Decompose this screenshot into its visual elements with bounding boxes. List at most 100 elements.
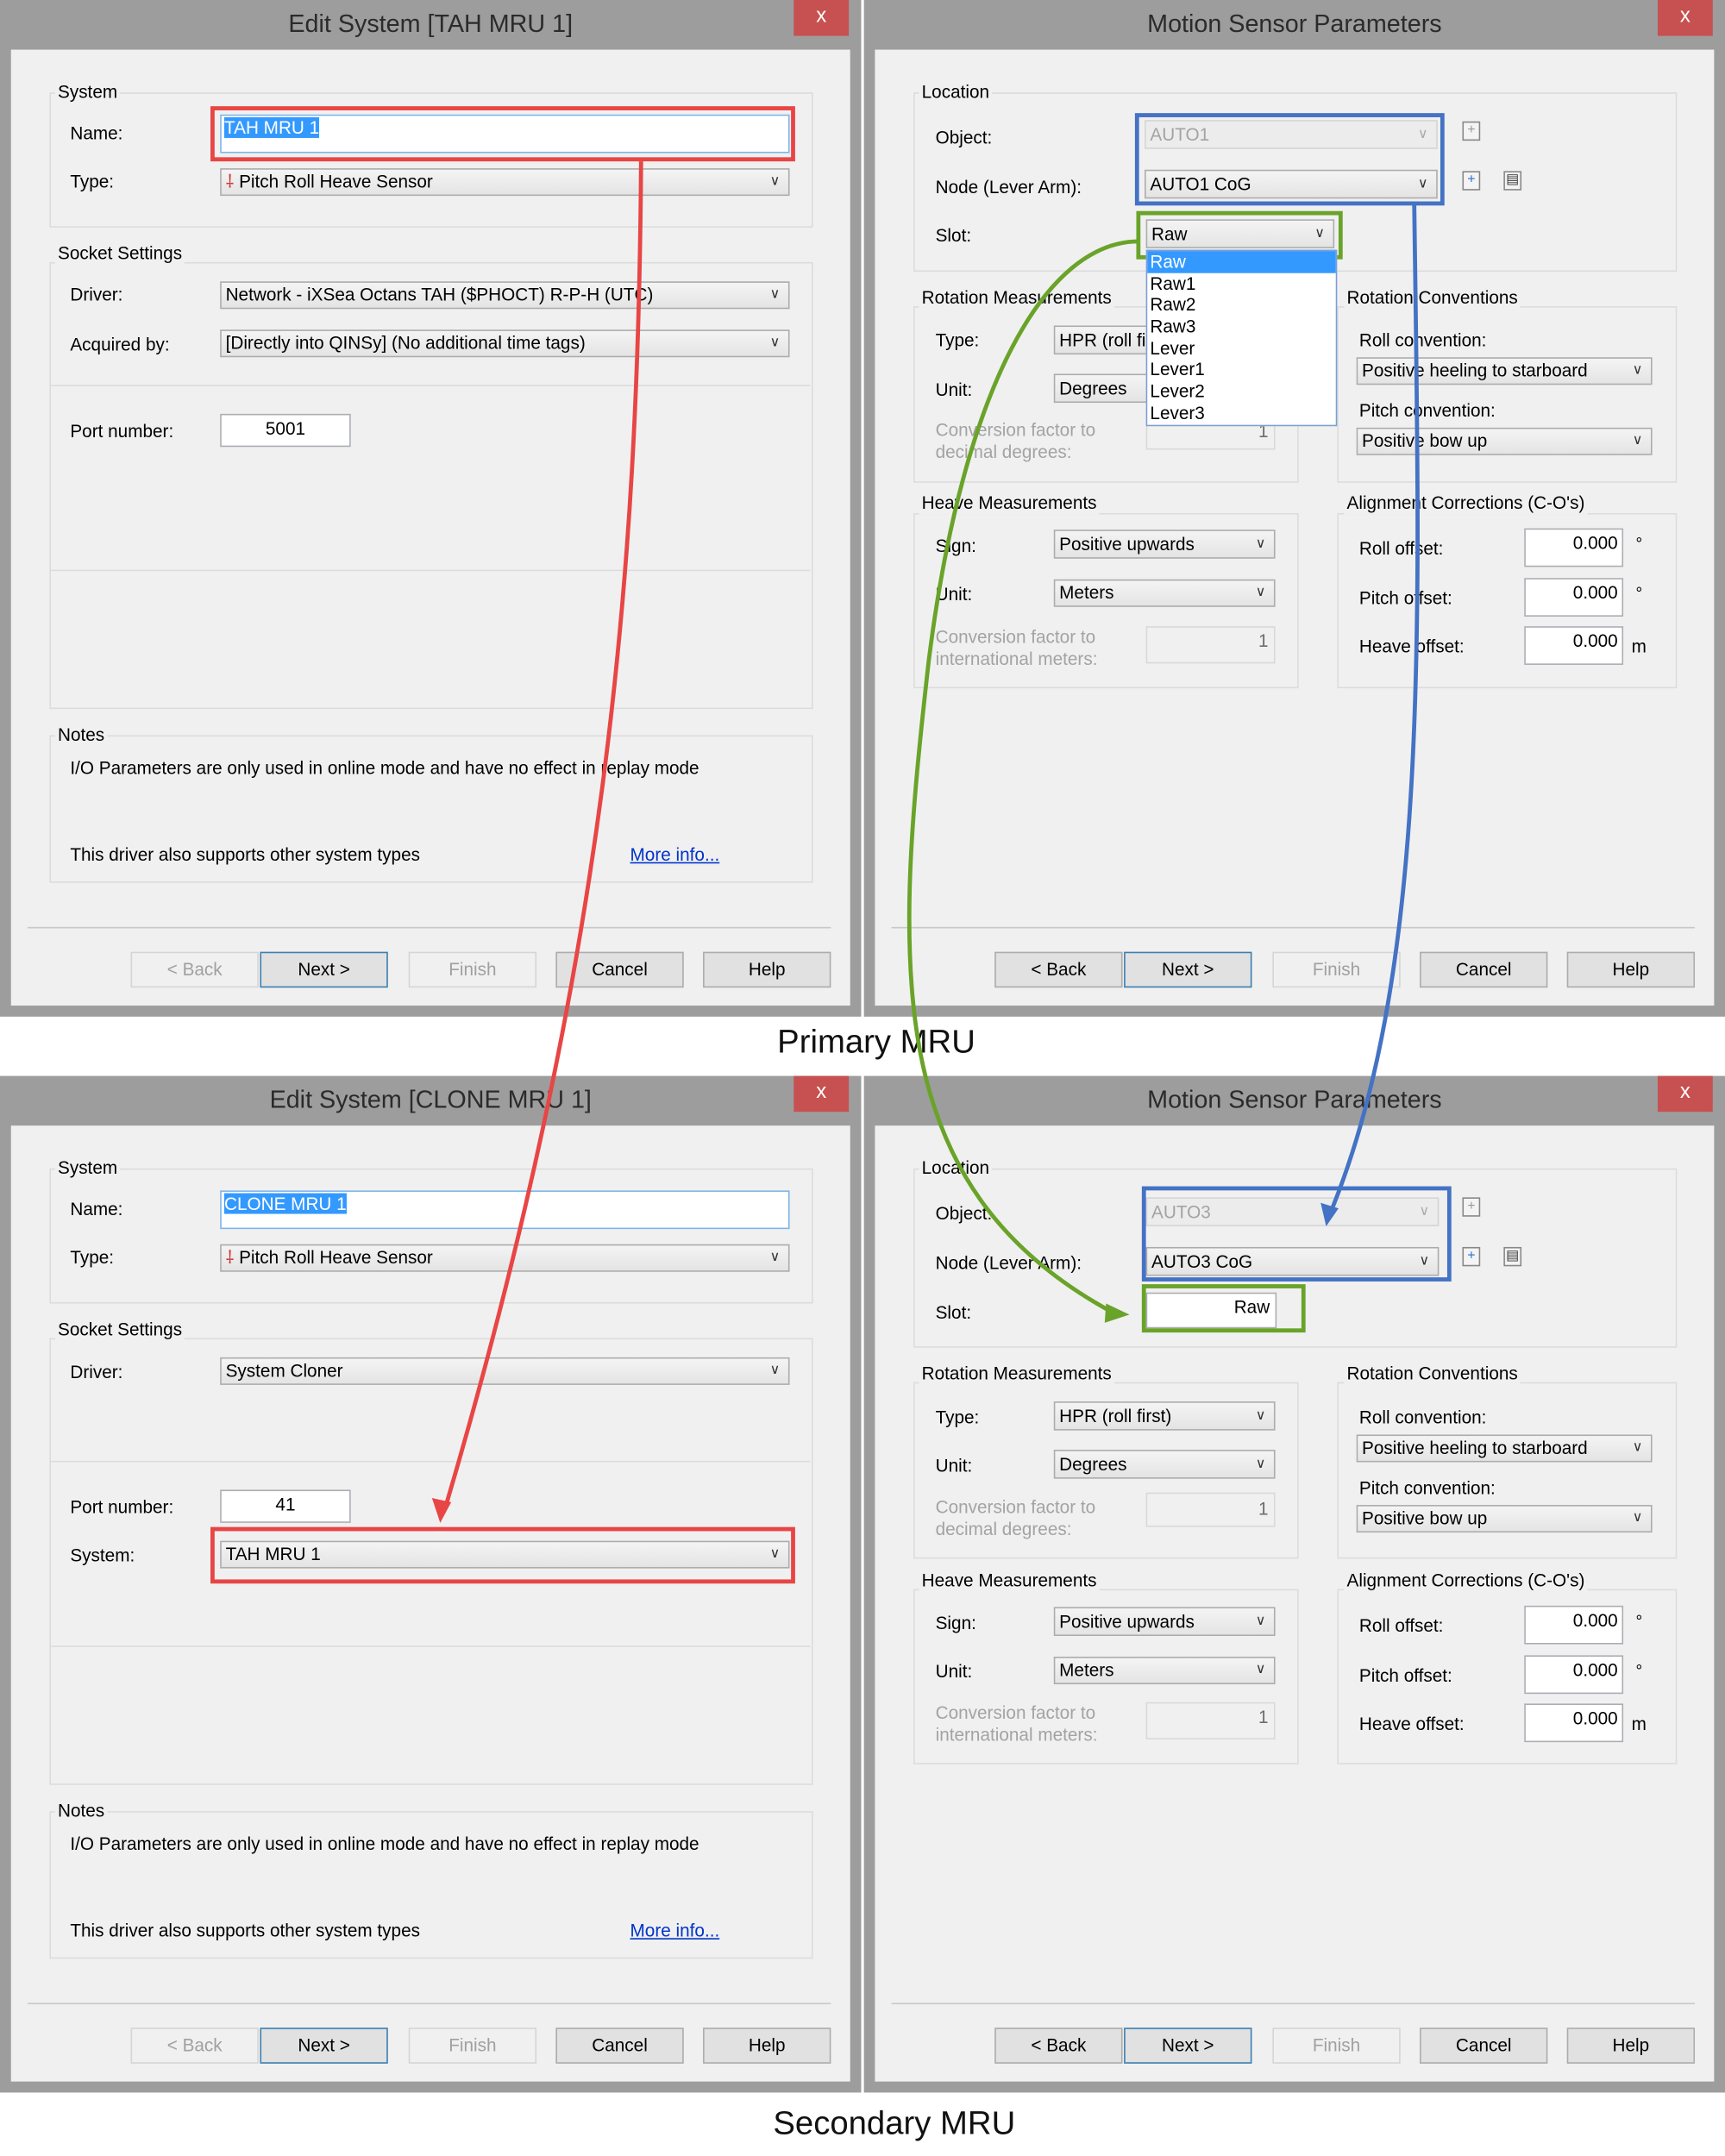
back-button[interactable]: < Back (130, 951, 259, 988)
conversion-meters-input[interactable]: 1 (1145, 626, 1276, 664)
roll-offset-input[interactable]: 0.000 (1524, 1605, 1624, 1645)
dialog-body (10, 1125, 850, 2082)
finish-button[interactable]: Finish (1272, 2028, 1401, 2064)
add-object-icon[interactable]: + (1462, 1197, 1481, 1217)
slot-option[interactable]: Raw3 (1150, 316, 1196, 337)
close-icon[interactable]: x (794, 1075, 850, 1112)
chevron-down-icon: ∨ (1632, 433, 1643, 448)
heave-unit-select[interactable]: Meters ∨ (1053, 1656, 1276, 1684)
slot-option[interactable]: Lever2 (1150, 380, 1205, 402)
port-number-input[interactable]: 41 (220, 1489, 351, 1523)
pitch-offset-input[interactable]: 0.000 (1524, 578, 1624, 617)
more-info-link[interactable]: More info... (630, 843, 720, 865)
edit-node-icon[interactable]: ▤ (1503, 171, 1522, 191)
conversion-meters-label: Conversion factor to (935, 626, 1096, 648)
back-button[interactable]: < Back (994, 2028, 1123, 2064)
rotation-type-select[interactable]: HPR (roll first) ∨ (1053, 1401, 1276, 1431)
cancel-button[interactable]: Cancel (555, 951, 684, 988)
node-label: Node (Lever Arm): (935, 176, 1082, 197)
roll-convention-select[interactable]: Positive heeling to starboard ∨ (1356, 357, 1653, 385)
finish-button[interactable]: Finish (408, 2028, 537, 2064)
finish-button[interactable]: Finish (1272, 951, 1401, 988)
slot-option[interactable]: Lever (1150, 337, 1195, 359)
type-label: Type: (935, 1407, 980, 1428)
driver-select[interactable]: Network - iXSea Octans TAH ($PHOCT) R-P-… (220, 281, 790, 310)
notes-driver-text: This driver also supports other system t… (70, 1920, 420, 1941)
add-node-icon[interactable]: + (1462, 171, 1481, 191)
slot-option[interactable]: Raw (1147, 251, 1336, 273)
help-button[interactable]: Help (703, 2028, 831, 2064)
heave-offset-input[interactable]: 0.000 (1524, 626, 1624, 665)
slot-option[interactable]: Lever3 (1150, 402, 1205, 423)
cancel-button[interactable]: Cancel (1420, 951, 1548, 988)
roll-convention-select[interactable]: Positive heeling to starboard ∨ (1356, 1434, 1653, 1463)
add-node-icon[interactable]: + (1462, 1246, 1481, 1267)
type-select[interactable]: ⸸ Pitch Roll Heave Sensor ∨ (220, 1244, 790, 1272)
heave-sign-value: Positive upwards (1059, 1611, 1195, 1633)
object-select[interactable]: AUTO3 ∨ (1145, 1197, 1440, 1226)
next-button[interactable]: Next > (260, 951, 388, 988)
add-object-icon[interactable]: + (1462, 121, 1481, 141)
next-button[interactable]: Next > (1124, 2028, 1252, 2064)
close-icon[interactable]: x (1657, 0, 1713, 36)
close-icon[interactable]: x (794, 0, 850, 36)
slot-value: Raw (1151, 223, 1188, 245)
conversion-degrees-input[interactable]: 1 (1145, 1492, 1276, 1527)
chevron-down-icon: ∨ (1417, 127, 1428, 142)
back-button[interactable]: < Back (130, 2028, 259, 2064)
conversion-meters-input[interactable]: 1 (1145, 1702, 1276, 1739)
pitch-offset-input[interactable]: 0.000 (1524, 1655, 1624, 1695)
system-group (49, 1168, 813, 1304)
port-number-label: Port number: (70, 420, 174, 442)
slot-select[interactable]: Raw ∨ (1145, 219, 1335, 248)
name-input[interactable]: TAH MRU 1 (220, 114, 790, 154)
motion-sensor-dialog-primary: Motion Sensor Parameters x Location Obje… (863, 0, 1725, 1017)
heave-sign-select[interactable]: Positive upwards ∨ (1053, 530, 1276, 559)
rotation-unit-select[interactable]: Degrees ∨ (1053, 1450, 1276, 1479)
slot-label: Slot: (935, 224, 972, 246)
slot-field[interactable]: Raw (1145, 1292, 1277, 1329)
chevron-down-icon: ∨ (1419, 1253, 1430, 1269)
next-button[interactable]: Next > (1124, 951, 1252, 988)
edit-node-icon[interactable]: ▤ (1503, 1246, 1522, 1267)
heave-unit-value: Meters (1059, 581, 1114, 603)
slot-option[interactable]: Lever1 (1150, 359, 1205, 380)
node-select[interactable]: AUTO1 CoG ∨ (1145, 169, 1438, 199)
heave-sign-select[interactable]: Positive upwards ∨ (1053, 1607, 1276, 1637)
heave-offset-input[interactable]: 0.000 (1524, 1703, 1624, 1743)
help-button[interactable]: Help (1566, 951, 1696, 988)
help-button[interactable]: Help (703, 951, 831, 988)
close-icon[interactable]: x (1657, 1075, 1713, 1112)
system-group-label: System (54, 1156, 121, 1180)
sign-label: Sign: (935, 1612, 976, 1633)
socket-settings-label: Socket Settings (54, 1319, 185, 1341)
alignment-corrections-label: Alignment Corrections (C-O's) (1344, 492, 1588, 515)
finish-button[interactable]: Finish (408, 951, 537, 988)
node-select[interactable]: AUTO3 CoG ∨ (1145, 1246, 1440, 1276)
object-select[interactable]: AUTO1 ∨ (1145, 120, 1438, 149)
blue-highlight-location (1141, 1186, 1452, 1282)
pitch-offset-label: Pitch offset: (1358, 1664, 1452, 1686)
roll-offset-input[interactable]: 0.000 (1524, 528, 1624, 567)
name-input[interactable]: CLONE MRU 1 (220, 1190, 790, 1230)
pitch-convention-select[interactable]: Positive bow up ∨ (1356, 427, 1653, 455)
driver-select[interactable]: System Cloner ∨ (220, 1357, 790, 1385)
heave-unit-select[interactable]: Meters ∨ (1053, 579, 1276, 607)
slot-option[interactable]: Raw2 (1150, 294, 1196, 316)
slot-option[interactable]: Raw1 (1150, 273, 1196, 294)
port-number-input[interactable]: 5001 (220, 413, 351, 448)
slot-dropdown-list[interactable]: Raw Raw1 Raw2 Raw3 Lever Lever1 Lever2 L… (1145, 249, 1338, 427)
cancel-button[interactable]: Cancel (1420, 2028, 1548, 2064)
chevron-down-icon: ∨ (1632, 1510, 1643, 1526)
cancel-button[interactable]: Cancel (555, 2028, 684, 2064)
divider (51, 1645, 811, 1647)
type-select[interactable]: ⸸ Pitch Roll Heave Sensor ∨ (220, 168, 790, 197)
more-info-link[interactable]: More info... (630, 1920, 720, 1941)
system-select[interactable]: TAH MRU 1 ∨ (220, 1540, 790, 1569)
roll-convention-label: Roll convention: (1358, 329, 1487, 351)
pitch-convention-select[interactable]: Positive bow up ∨ (1356, 1505, 1653, 1533)
acquired-by-select[interactable]: [Directly into QINSy] (No additional tim… (220, 329, 790, 358)
help-button[interactable]: Help (1566, 2028, 1696, 2064)
next-button[interactable]: Next > (260, 2028, 388, 2064)
back-button[interactable]: < Back (994, 951, 1123, 988)
